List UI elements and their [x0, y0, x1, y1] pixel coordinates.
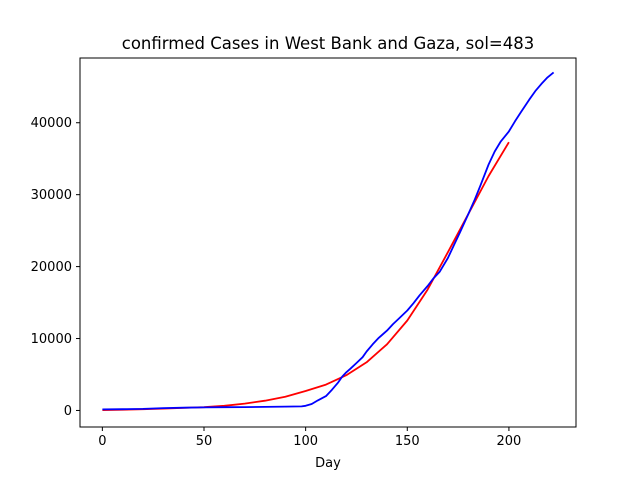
- x-tick-label: 100: [293, 434, 318, 449]
- chart-title: confirmed Cases in West Bank and Gaza, s…: [122, 34, 535, 53]
- y-axis: 0 10000 20000 30000 40000: [31, 116, 80, 419]
- x-tick-label: 50: [196, 434, 213, 449]
- x-tick-label: 150: [395, 434, 420, 449]
- x-tick-label: 0: [98, 434, 106, 449]
- y-tick-label: 30000: [31, 188, 72, 203]
- axes-frame: [79, 57, 577, 428]
- y-tick-label: 20000: [31, 260, 72, 275]
- x-axis-label: Day: [315, 456, 341, 471]
- plot-lines: [102, 71, 555, 411]
- y-tick-label: 0: [64, 404, 72, 419]
- series-line-0: [102, 141, 510, 411]
- x-tick-label: 200: [497, 434, 522, 449]
- y-tick-label: 40000: [31, 116, 72, 131]
- x-axis: 0 50 100 150 200: [98, 427, 521, 449]
- y-tick-label: 10000: [31, 332, 72, 347]
- series-line-1: [102, 71, 555, 411]
